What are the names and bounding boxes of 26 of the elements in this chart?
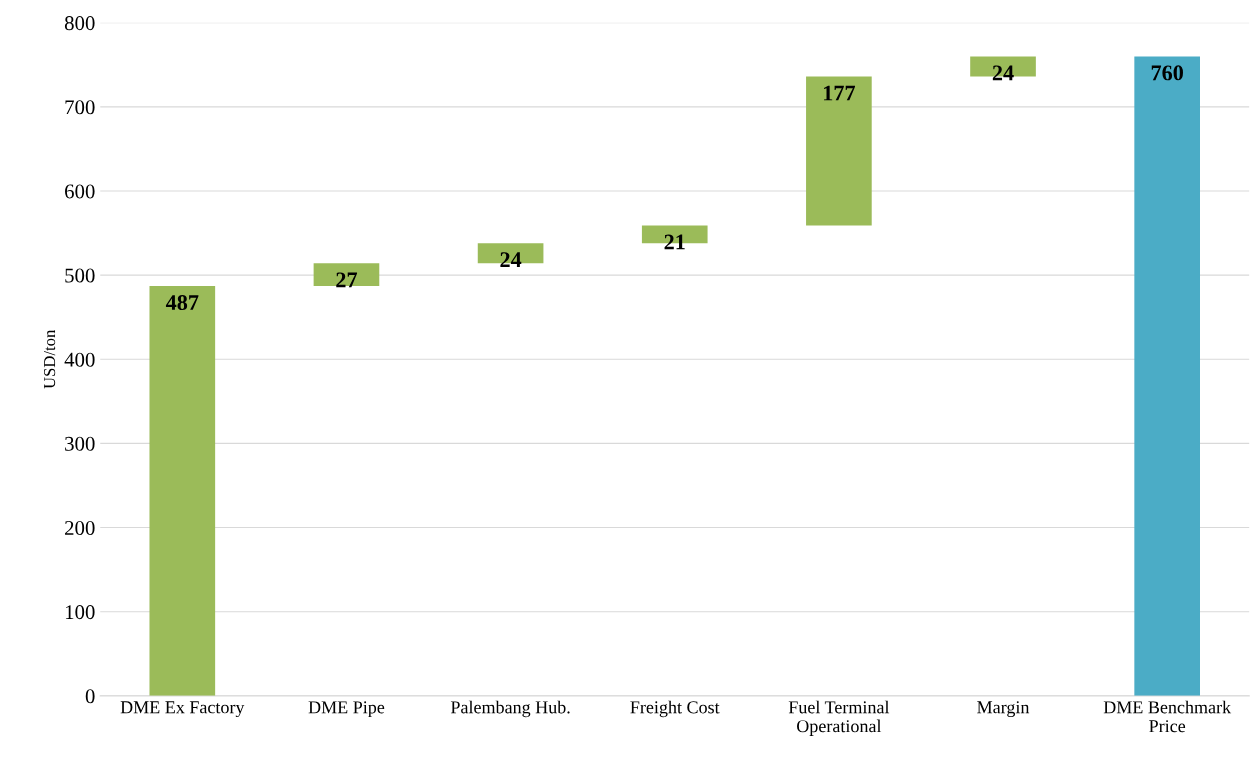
x-tick-label: Margin — [977, 701, 1030, 718]
y-axis-title: USD/ton — [43, 329, 56, 389]
y-tick-label: 800 — [64, 16, 95, 31]
x-tick-label: Freight Cost — [630, 700, 720, 718]
bar — [1134, 56, 1200, 696]
y-tick-label: 500 — [65, 268, 95, 283]
x-tick-label: DME Ex Factory — [120, 701, 245, 718]
data-label: 487 — [165, 295, 199, 311]
y-tick-label: 400 — [64, 352, 95, 367]
bar — [806, 76, 872, 226]
y-tick-label: 300 — [65, 436, 95, 451]
y-tick-label: 700 — [65, 100, 95, 115]
data-label: 760 — [1151, 65, 1183, 81]
x-tick-label: DME Benchmark Price — [1103, 700, 1232, 733]
y-tick-label: 0 — [85, 689, 95, 704]
y-tick-label: 600 — [65, 184, 95, 199]
bar — [149, 286, 216, 696]
data-label: 177 — [824, 85, 856, 101]
y-tick-label: 100 — [65, 605, 95, 620]
x-tick-label: DME Pipe — [308, 701, 385, 718]
y-tick-label: 200 — [65, 520, 95, 535]
bar — [313, 263, 380, 287]
x-tick-label: Fuel Terminal Operational — [788, 700, 890, 736]
x-tick-label: Palembang Hub. — [450, 700, 570, 718]
data-label: 27 — [336, 272, 358, 288]
data-label: 24 — [992, 65, 1014, 81]
